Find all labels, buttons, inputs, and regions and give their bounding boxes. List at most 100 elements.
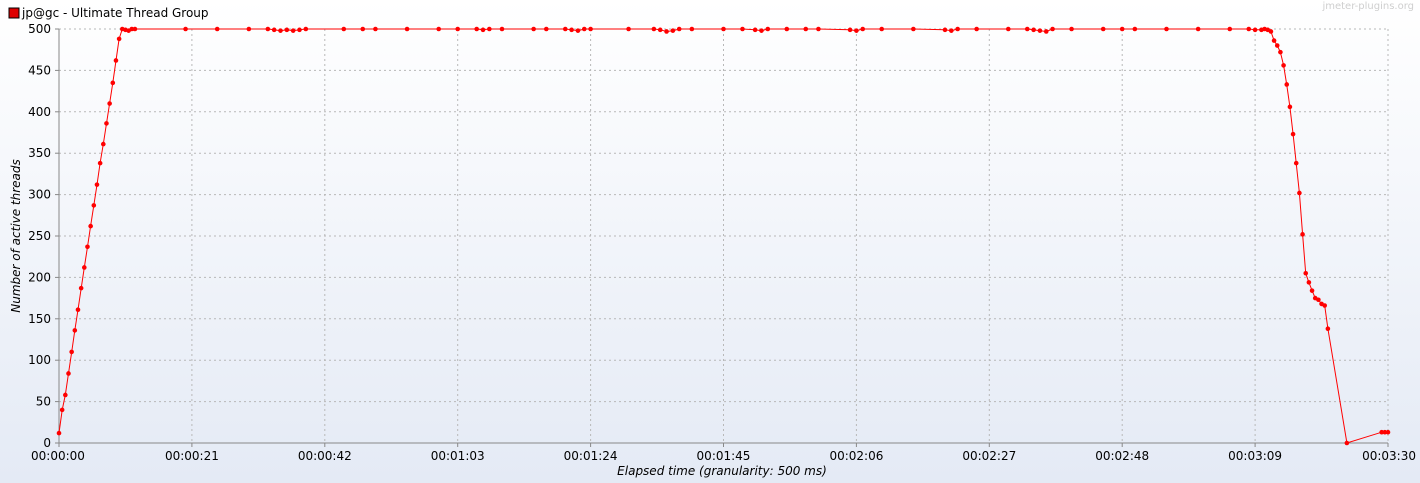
y-tick-label: 150: [28, 312, 51, 326]
y-tick-label: 100: [28, 353, 51, 367]
data-point: [544, 26, 549, 32]
data-point: [499, 26, 505, 32]
data-point: [854, 28, 859, 33]
data-point: [373, 26, 378, 32]
data-point: [1322, 303, 1328, 308]
x-axis-ticks: 00:00:00 00:00:21 00:00:42 00:01:03 00:01:24…: [31, 443, 1416, 463]
data-point: [689, 26, 695, 32]
data-point: [1119, 26, 1125, 32]
data-point: [1246, 26, 1252, 32]
data-point: [847, 27, 853, 33]
data-point: [759, 28, 764, 33]
data-point: [1132, 26, 1138, 32]
data-point: [97, 160, 103, 166]
data-point: [816, 26, 821, 32]
data-point: [341, 26, 347, 32]
x-tick-label: 00:01:45: [697, 449, 751, 463]
x-tick-label: 00:03:30: [1362, 449, 1416, 463]
data-point: [214, 26, 220, 32]
data-point: [129, 26, 135, 32]
data-point: [1268, 29, 1274, 34]
x-tick-label: 00:03:09: [1228, 449, 1282, 463]
data-point: [803, 26, 809, 32]
data-point: [1278, 49, 1283, 55]
data-point: [94, 182, 100, 187]
data-point: [271, 27, 277, 33]
x-tick-label: 00:02:27: [962, 449, 1016, 463]
data-point: [879, 26, 885, 32]
data-point: [765, 26, 771, 32]
data-point: [101, 141, 106, 147]
data-point: [107, 101, 112, 106]
data-point: [949, 28, 954, 33]
y-tick-label: 50: [36, 395, 51, 409]
data-point: [303, 26, 309, 32]
data-point: [1043, 29, 1049, 34]
data-point: [116, 36, 122, 42]
data-point: [290, 28, 296, 33]
data-point: [651, 26, 657, 32]
data-point: [278, 28, 283, 33]
data-point: [1316, 297, 1321, 303]
data-point: [1287, 104, 1293, 110]
data-point: [1379, 429, 1384, 435]
x-tick-label: 00:02:48: [1095, 449, 1149, 463]
x-tick-label: 00:01:03: [431, 449, 485, 463]
data-point: [670, 28, 676, 33]
data-point: [664, 29, 669, 34]
data-point: [1385, 429, 1391, 435]
data-point: [740, 26, 745, 32]
data-point: [56, 430, 62, 436]
data-point: [66, 371, 71, 376]
y-tick-label: 500: [28, 22, 51, 36]
data-point: [59, 407, 65, 413]
data-point: [487, 26, 492, 32]
data-point: [575, 28, 581, 33]
data-point: [1274, 43, 1280, 48]
data-point: [1005, 26, 1011, 32]
data-point: [78, 285, 84, 291]
data-point: [104, 121, 109, 126]
data-point: [1306, 280, 1312, 285]
y-axis-label: Number of active threads: [9, 159, 23, 313]
data-point: [436, 26, 442, 32]
data-point: [1284, 82, 1290, 87]
data-point: [1100, 26, 1106, 32]
data-point: [113, 58, 119, 63]
x-tick-label: 00:00:42: [298, 449, 352, 463]
data-point: [784, 26, 790, 32]
data-point: [82, 265, 87, 270]
x-tick-label: 00:01:24: [564, 449, 618, 463]
data-point: [531, 26, 536, 32]
data-point: [88, 223, 93, 229]
data-point: [1050, 26, 1055, 32]
y-tick-label: 300: [28, 188, 51, 202]
data-point: [404, 26, 410, 32]
y-tick-label: 0: [43, 436, 51, 450]
y-tick-label: 450: [28, 63, 51, 77]
data-point: [657, 27, 663, 33]
data-point: [1252, 27, 1258, 33]
data-point: [72, 328, 78, 333]
data-point: [1031, 27, 1036, 33]
x-tick-label: 00:00:21: [165, 449, 219, 463]
data-point: [480, 27, 486, 33]
data-point: [474, 26, 479, 32]
data-point: [246, 26, 252, 32]
data-point: [942, 27, 948, 33]
data-point: [297, 27, 302, 33]
data-point: [75, 307, 81, 312]
data-point: [132, 26, 138, 32]
data-point: [860, 26, 866, 32]
legend-label: jp@gc - Ultimate Thread Group: [21, 6, 209, 20]
data-point: [85, 244, 90, 250]
data-point: [1344, 440, 1350, 446]
data-point: [562, 26, 568, 32]
data-point: [1271, 38, 1277, 43]
data-point: [752, 27, 758, 33]
watermark: jmeter-plugins.org: [1321, 1, 1414, 12]
y-tick-label: 400: [28, 105, 51, 119]
